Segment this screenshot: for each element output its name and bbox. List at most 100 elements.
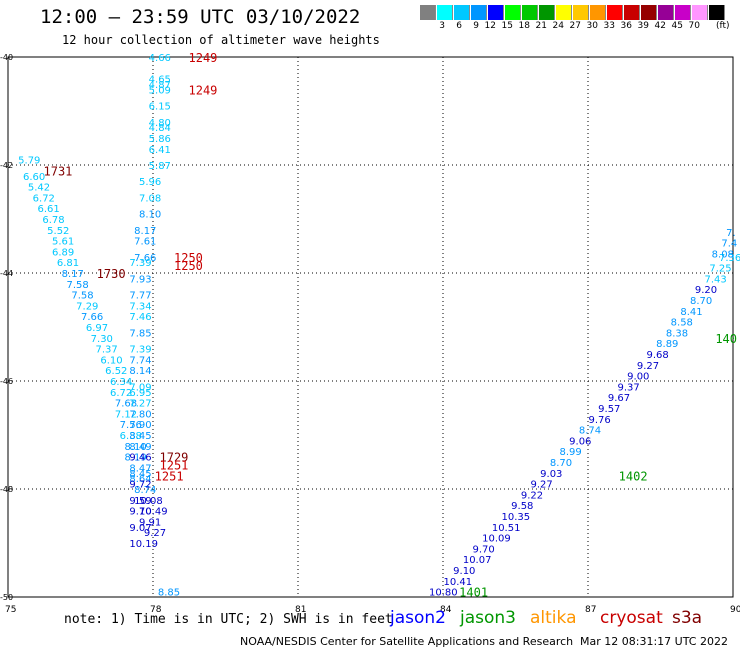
pass-time-label: 1731	[44, 164, 73, 178]
wave-height-label: 6.78	[42, 215, 64, 226]
wave-height-label: 7.77	[129, 291, 151, 302]
pass-time-label: 1250	[174, 259, 203, 273]
wave-height-label: 8.70	[550, 458, 572, 469]
wave-height-label: 9.03	[540, 469, 562, 480]
wave-height-label: 8.45	[129, 469, 151, 480]
wave-height-label: 7.43	[705, 274, 727, 285]
wave-height-label: 7.	[726, 228, 736, 239]
footer-note: note: 1) Time is in UTC; 2) SWH is in fe…	[64, 612, 393, 627]
scale-swatch	[454, 5, 470, 20]
wave-height-label: 10.41	[444, 577, 473, 588]
wave-height-label: 9.37	[618, 382, 640, 393]
wave-height-label: 6.61	[38, 204, 60, 215]
wave-height-label: 4.84	[149, 123, 171, 134]
wave-height-label: 10.49	[139, 507, 168, 518]
scale-label: 45	[671, 21, 683, 31]
wave-height-label: 7.36	[719, 253, 740, 264]
wave-height-label: 9.20	[695, 285, 717, 296]
wave-height-label: 7.56	[120, 420, 142, 431]
wave-height-label: 7.25	[709, 264, 731, 275]
wave-height-label: 7.12	[115, 409, 137, 420]
pass-time-label: 1250	[174, 251, 203, 265]
wave-height-label: 6.41	[149, 145, 171, 156]
wave-height-label: 6.52	[105, 366, 127, 377]
y-tick-label: -44	[0, 269, 13, 278]
wave-height-label: 6.72	[33, 193, 55, 204]
wave-height-label: 7.46	[129, 312, 151, 323]
wave-height-label: 7.68	[115, 399, 137, 410]
wave-height-label: 6.97	[86, 323, 108, 334]
wave-height-label: 5.61	[52, 237, 74, 248]
wave-height-label: 8.17	[134, 226, 156, 237]
wave-height-label: 9.57	[598, 404, 620, 415]
scale-swatch	[641, 5, 657, 20]
wave-height-label: 8.19	[125, 453, 147, 464]
pass-time-label: 1249	[189, 83, 218, 97]
scale-swatch	[607, 5, 623, 20]
wave-height-label: 7.80	[129, 409, 151, 420]
credit-line: NOAA/NESDIS Center for Satellite Applica…	[240, 635, 574, 648]
x-tick-label: 90	[730, 605, 740, 615]
wave-height-label: 9.58	[511, 501, 533, 512]
satellite-legend-jason2: jason2	[390, 608, 446, 628]
scale-swatch	[675, 5, 691, 20]
wave-height-label: 7.93	[129, 274, 151, 285]
wave-height-label: 7.58	[67, 280, 89, 291]
wave-height-label: 7.85	[129, 328, 151, 339]
wave-height-label: 9.07	[129, 523, 151, 534]
wave-height-label: 8.10	[139, 210, 161, 221]
wave-height-label: 7.4	[721, 239, 737, 250]
wave-height-label: 7.74	[129, 355, 151, 366]
wave-height-label: 8.74	[579, 426, 601, 437]
wave-height-label: 8.89	[656, 339, 678, 350]
pass-time-label: 1249	[189, 51, 218, 65]
x-tick-label: 81	[295, 605, 306, 615]
pass-time-label: 1729	[160, 451, 189, 465]
wave-height-label: 5.42	[28, 183, 50, 194]
wave-height-label: 9.00	[627, 372, 649, 383]
wave-height-label: 7.30	[91, 334, 113, 345]
satellite-legend-s3a: s3a	[672, 608, 703, 628]
wave-height-label: 5.79	[18, 156, 40, 167]
scale-swatch	[420, 5, 436, 20]
wave-height-label: 8.14	[129, 366, 151, 377]
y-tick-label: -40	[0, 53, 13, 62]
wave-height-label: 7.61	[134, 237, 156, 248]
satellite-legend-altika: altika	[530, 608, 577, 628]
y-tick-label: -46	[0, 377, 13, 386]
wave-height-label: 7.90	[129, 420, 151, 431]
wave-height-label: 5.87	[149, 161, 171, 172]
scale-unit-label: (ft)	[716, 21, 730, 31]
timestamp: Mar 12 08:31:17 UTC 2022	[580, 635, 728, 648]
wave-height-label: 9.59	[129, 496, 151, 507]
wave-height-label: 9.72	[129, 480, 151, 491]
scale-label: 18	[518, 21, 530, 31]
wave-height-label: 7.34	[129, 301, 151, 312]
wave-height-label: 8.70	[690, 296, 712, 307]
wave-height-label: 6.89	[52, 247, 74, 258]
chart-title: 12:00 – 23:59 UTC 03/10/2022	[40, 6, 361, 28]
wave-height-label: 7.29	[76, 301, 98, 312]
wave-height-label: 9.46	[129, 453, 151, 464]
wave-height-label: 9.22	[521, 490, 543, 501]
scale-swatch	[505, 5, 521, 20]
wave-height-label: 7.37	[96, 345, 118, 356]
wave-height-label: 8.45	[129, 431, 151, 442]
scale-swatch	[471, 5, 487, 20]
wave-height-label: 6.38	[120, 431, 142, 442]
wave-height-label: 5.96	[139, 177, 161, 188]
scale-swatch	[658, 5, 674, 20]
wave-height-label: 7.08	[139, 193, 161, 204]
wave-height-label: 4.65	[149, 75, 171, 86]
wave-height-label: 9.27	[637, 361, 659, 372]
wave-height-label: 10.51	[492, 523, 521, 534]
scale-swatch	[573, 5, 589, 20]
scale-swatch	[709, 5, 725, 20]
chart-subtitle: 12 hour collection of altimeter wave hei…	[62, 33, 380, 47]
wave-height-label: 7.27	[129, 399, 151, 410]
y-tick-label: -42	[0, 161, 13, 170]
pass-time-label: 140	[715, 332, 737, 346]
scale-label: 27	[569, 21, 581, 31]
scale-label: 3	[439, 21, 445, 31]
